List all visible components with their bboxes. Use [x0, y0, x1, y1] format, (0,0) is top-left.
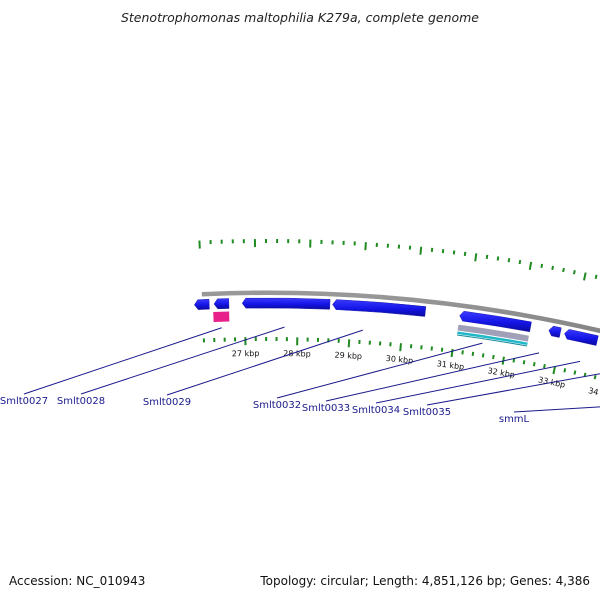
gene-label-leader: [325, 352, 540, 402]
scale-tick-label: 28 kbp: [283, 349, 311, 359]
scale-tick-label: 30 kbp: [385, 354, 413, 366]
rna-feature: [213, 311, 230, 323]
inner-tick-mark: [450, 348, 454, 358]
gene-arrow: [241, 297, 331, 310]
gene-label: Smlt0028: [57, 396, 105, 407]
inner-tick-mark: [543, 363, 546, 369]
gene-arrow: [194, 298, 210, 310]
gene-label: Smlt0033: [302, 403, 350, 414]
genome-backbone: [201, 290, 600, 334]
misc-feature: [457, 334, 528, 347]
outer-tick-mark: [507, 258, 511, 263]
gene-arrow: [332, 299, 427, 317]
inner-tick-mark: [399, 343, 402, 352]
inner-tick-mark: [593, 374, 597, 380]
gene-labels: Smlt0027 Smlt0028 Smlt0029 Smlt0032 Smlt0033…: [0, 326, 600, 425]
gene-arrow: [564, 329, 599, 346]
gene-label-leader: [276, 342, 483, 399]
misc-feature: [457, 331, 528, 346]
gene-label: Smlt0032: [253, 400, 301, 411]
misc-feature: [457, 324, 529, 342]
gene-arrow: [459, 310, 532, 333]
outer-tick-mark: [583, 272, 587, 281]
outer-tick-mark: [419, 246, 423, 255]
gene-label-leader: [426, 373, 600, 406]
outer-tick-mark: [364, 242, 367, 251]
scale-tick-label: 29 kbp: [334, 351, 362, 362]
scale-tick-label: 34 kbp: [587, 386, 600, 401]
inner-tick-mark: [461, 350, 464, 355]
gene-label: smmL: [499, 414, 530, 425]
outer-tick-track: [198, 238, 598, 281]
gene-label: Smlt0027: [0, 396, 48, 407]
outer-tick-mark: [540, 263, 544, 269]
inner-tick-mark: [563, 368, 567, 373]
inner-tick-mark: [492, 354, 495, 360]
inner-tick-mark: [471, 351, 475, 356]
outer-tick-mark: [518, 259, 522, 265]
outer-tick-mark: [463, 251, 467, 256]
inner-tick-track: [202, 336, 597, 380]
map-title: Stenotrophomonas maltophilia K279a, comp…: [120, 10, 480, 25]
gene-label-leader: [513, 406, 600, 413]
outer-tick-mark: [562, 267, 565, 273]
scale-tick-label: 27 kbp: [232, 349, 260, 358]
gene-arrow: [548, 325, 562, 338]
gene-arrow: [213, 298, 230, 310]
inner-tick-mark: [552, 366, 557, 375]
outer-tick-mark: [573, 270, 576, 275]
gene-label-leader: [375, 360, 581, 404]
gene-label-leader: [23, 327, 222, 395]
gene-label: Smlt0029: [143, 397, 191, 408]
outer-tick-mark: [474, 253, 478, 262]
gene-label: Smlt0035: [403, 407, 451, 418]
outer-tick-mark: [551, 265, 554, 271]
outer-tick-mark: [496, 256, 500, 261]
gene-label: Smlt0034: [352, 405, 400, 416]
outer-tick-mark: [528, 261, 533, 270]
backbone-ring: [201, 290, 600, 334]
inner-tick-mark: [573, 370, 577, 375]
inner-tick-mark: [512, 358, 516, 363]
outer-tick-mark: [594, 274, 598, 280]
gene-label-leader: [166, 329, 363, 396]
inner-tick-mark: [481, 353, 485, 358]
outer-tick-mark: [485, 254, 489, 259]
gene-track: [194, 297, 599, 347]
topology-summary: Topology: circular; Length: 4,851,126 bp…: [260, 574, 590, 588]
scale-tick-label: 31 kbp: [436, 359, 464, 371]
accession-text: Accession: NC_010943: [9, 574, 146, 588]
inner-tick-mark: [532, 362, 536, 367]
gene-label-leader: [80, 326, 285, 395]
inner-tick-mark: [522, 360, 526, 365]
